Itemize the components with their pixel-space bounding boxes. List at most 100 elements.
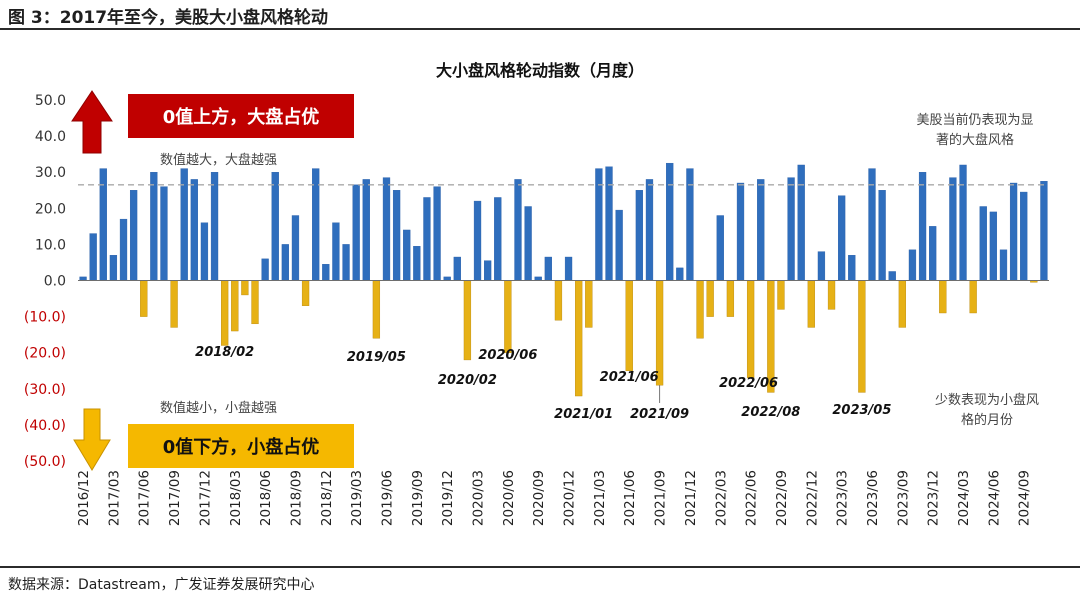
- bar: [575, 280, 583, 397]
- date-annotation: 2021/09: [630, 407, 689, 422]
- x-tick-label: 2019/12: [440, 470, 456, 526]
- x-tick-label: 2022/12: [804, 470, 820, 526]
- bar: [645, 179, 654, 281]
- bar: [392, 190, 401, 281]
- bar: [372, 280, 381, 339]
- bar: [534, 276, 542, 281]
- bottom-note: 数值越小，小盘越强: [160, 400, 277, 416]
- bar: [625, 280, 633, 371]
- bar: [251, 280, 259, 325]
- bar: [848, 255, 856, 281]
- bar: [403, 229, 411, 281]
- bars-layer: [79, 162, 1048, 397]
- y-tick-label: (20.0): [24, 346, 66, 362]
- figure-footer: 数据来源：Datastream，广发证券发展研究中心: [0, 566, 1080, 596]
- bar: [898, 280, 906, 328]
- red-up-arrow-icon: [71, 90, 113, 154]
- y-tick-label: 10.0: [35, 237, 66, 253]
- right-bottom-note-line: 格的月份: [961, 412, 1013, 428]
- top-note: 数值越大，大盘越强: [160, 152, 277, 168]
- bar: [221, 280, 229, 346]
- bar: [949, 177, 957, 281]
- x-tick-label: 2021/12: [683, 470, 699, 526]
- x-tick-label: 2021/06: [622, 470, 638, 526]
- y-tick-label: 0.0: [44, 274, 66, 290]
- x-tick-label: 2019/09: [410, 470, 426, 526]
- figure-header: 图 3：2017年至今，美股大小盘风格轮动: [0, 0, 1080, 30]
- date-annotation: 2021/06: [600, 370, 659, 385]
- bar: [170, 280, 178, 328]
- x-tick-label: 2020/03: [471, 470, 487, 526]
- bar: [362, 179, 370, 281]
- x-tick-label: 2024/03: [956, 470, 972, 526]
- right-bottom-note-line: 少数表现为小盘风: [935, 392, 1039, 408]
- x-tick-label: 2020/09: [531, 470, 547, 526]
- bar: [1009, 182, 1018, 281]
- bar: [969, 280, 977, 314]
- x-tick-label: 2017/09: [167, 470, 183, 526]
- bar: [352, 184, 360, 281]
- bar: [746, 280, 755, 379]
- source-note: 数据来源：Datastream，广发证券发展研究中心: [8, 577, 315, 593]
- bar: [79, 276, 87, 281]
- x-tick-label: 2017/12: [197, 470, 213, 526]
- y-tick-label: 30.0: [35, 165, 66, 181]
- y-tick-label: (10.0): [24, 310, 66, 326]
- bar: [585, 280, 593, 328]
- bar: [504, 280, 512, 353]
- bar: [473, 200, 482, 281]
- x-tick-label: 2023/03: [835, 470, 851, 526]
- bar: [423, 197, 431, 281]
- bar: [939, 280, 947, 314]
- bar: [544, 256, 552, 281]
- bar: [666, 162, 674, 281]
- x-tick-label: 2021/03: [592, 470, 608, 526]
- bar: [342, 244, 350, 281]
- chart-title: 大小盘风格轮动指数（月度）: [436, 61, 644, 80]
- x-tick-label: 2020/06: [501, 470, 517, 526]
- bar: [564, 256, 573, 281]
- x-tick-label: 2019/06: [380, 470, 396, 526]
- bar: [494, 197, 502, 281]
- date-annotation: 2020/06: [478, 348, 537, 363]
- bar: [261, 258, 269, 281]
- bar: [736, 182, 745, 281]
- bar: [959, 164, 967, 281]
- y-tick-label: 50.0: [35, 93, 66, 109]
- bar: [1040, 181, 1048, 281]
- bar: [271, 171, 279, 281]
- bar: [190, 179, 198, 281]
- bar: [332, 222, 340, 281]
- date-annotation: 2018/02: [195, 345, 254, 360]
- bar: [241, 280, 249, 296]
- bar: [150, 171, 158, 281]
- x-tick-label: 2022/06: [744, 470, 760, 526]
- style-rotation-bar-chart: 大小盘风格轮动指数（月度） 50.0 40.0 30.0 20.0 10.0 0.0 (10.…: [24, 61, 1049, 526]
- yellow-down-arrow-icon: [73, 408, 111, 471]
- bar: [301, 280, 310, 306]
- x-tick-label: 2018/12: [319, 470, 335, 526]
- bar: [827, 280, 836, 310]
- bar: [231, 280, 239, 332]
- bar: [726, 280, 735, 317]
- bar: [291, 215, 300, 281]
- bar: [918, 171, 927, 281]
- bar: [281, 244, 289, 281]
- bar: [757, 179, 765, 281]
- x-tick-label: 2018/03: [228, 470, 244, 526]
- date-annotation: 2023/05: [832, 403, 891, 418]
- x-tick-label: 2020/12: [562, 470, 578, 526]
- x-tick-label: 2023/09: [895, 470, 911, 526]
- date-annotation: 2021/01: [554, 407, 613, 422]
- figure-title: 图 3：2017年至今，美股大小盘风格轮动: [8, 8, 329, 28]
- bar: [817, 251, 826, 281]
- bar: [210, 171, 219, 281]
- x-tick-label: 2017/03: [106, 470, 122, 526]
- bar: [1020, 191, 1028, 281]
- bar: [140, 280, 148, 317]
- date-annotation: 2019/05: [347, 350, 406, 365]
- bottom-callout-box: [128, 424, 354, 468]
- bar: [484, 260, 492, 281]
- bar: [433, 186, 441, 281]
